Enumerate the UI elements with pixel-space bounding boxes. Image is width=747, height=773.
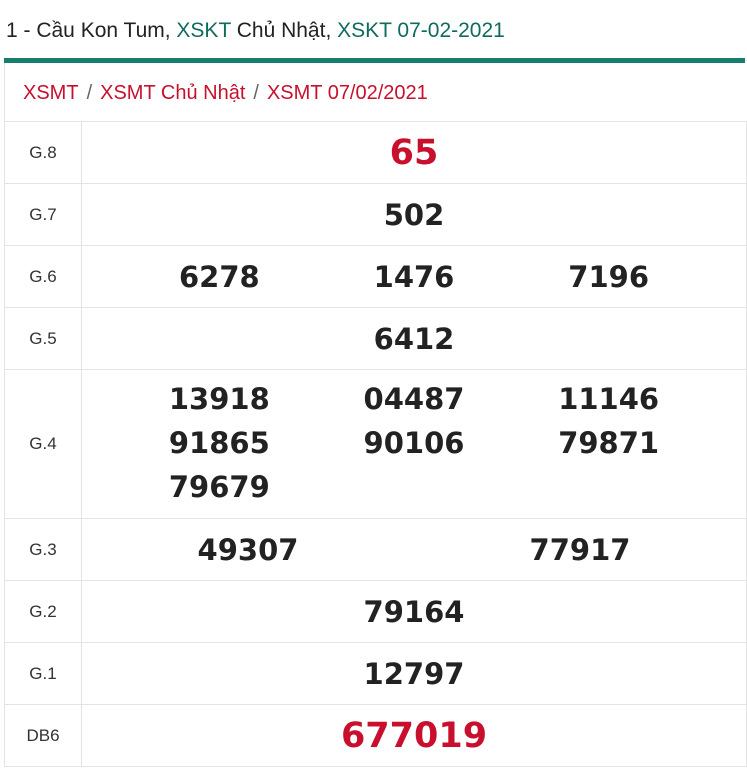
- xskt-link[interactable]: XSKT: [176, 19, 231, 42]
- prize-g7-value: 502: [383, 197, 445, 232]
- prize-label-g2: G.2: [4, 580, 82, 643]
- prize-g8-value: 65: [389, 132, 439, 173]
- breadcrumb: XSMT / XSMT Chủ Nhật / XSMT 07/02/2021: [4, 63, 747, 121]
- table-row: G.1 12797: [4, 642, 747, 705]
- prize-g4-value: 11146: [558, 382, 660, 416]
- prize-label-g3: G.3: [4, 518, 82, 581]
- prize-g4-value: 13918: [168, 382, 270, 416]
- breadcrumb-xsmt[interactable]: XSMT: [23, 82, 79, 104]
- prize-g3-value-1: 49307: [197, 532, 299, 567]
- results-table: G.8 65 G.7 502 G.6 6278 1476 7196 G.5 64…: [4, 121, 747, 767]
- prize-g6-value-1: 6278: [178, 259, 260, 294]
- table-row: G.5 6412: [4, 307, 747, 370]
- prize-g4-value: 04487: [363, 382, 465, 416]
- table-row: G.4 13918 04487 11146 91865 90106 79871 …: [4, 369, 747, 519]
- prize-g4-value: 91865: [168, 426, 270, 460]
- prize-label-g1: G.1: [4, 642, 82, 705]
- prize-label-g6: G.6: [4, 245, 82, 308]
- table-row: DB6 677019: [4, 704, 747, 767]
- breadcrumb-xsmt-sunday[interactable]: XSMT Chủ Nhật: [100, 82, 246, 104]
- prize-g6-value-2: 1476: [373, 259, 455, 294]
- title-prefix: 1 - Cầu Kon Tum,: [6, 19, 177, 42]
- prize-g4-value: 90106: [363, 426, 465, 460]
- prize-label-g7: G.7: [4, 183, 82, 246]
- prize-label-g5: G.5: [4, 307, 82, 370]
- title-middle: Chủ Nhật,: [230, 19, 338, 42]
- xskt-date-link[interactable]: XSKT 07-02-2021: [337, 19, 505, 42]
- prize-label-g8: G.8: [4, 121, 82, 184]
- breadcrumb-separator: /: [86, 82, 93, 104]
- prize-label-db: DB6: [4, 704, 82, 767]
- table-row: G.6 6278 1476 7196: [4, 245, 747, 308]
- breadcrumb-separator: /: [253, 82, 259, 104]
- prize-g2-value: 79164: [363, 594, 465, 629]
- prize-g5-value: 6412: [373, 321, 455, 356]
- page-title: 1 - Cầu Kon Tum, XSKT Chủ Nhật, XSKT 07-…: [0, 0, 747, 58]
- prize-g6-value-3: 7196: [568, 259, 650, 294]
- prize-g1-value: 12797: [363, 656, 465, 691]
- table-row: G.3 49307 77917: [4, 518, 747, 581]
- table-row: G.8 65: [4, 121, 747, 184]
- prize-g4-value: 79679: [168, 470, 270, 504]
- breadcrumb-xsmt-date[interactable]: XSMT 07/02/2021: [266, 82, 428, 104]
- table-row: G.2 79164: [4, 580, 747, 643]
- prize-g3-value-2: 77917: [529, 532, 631, 567]
- prize-db-value: 677019: [340, 715, 488, 756]
- prize-label-g4: G.4: [4, 369, 82, 519]
- prize-g4-value: 79871: [558, 426, 660, 460]
- table-row: G.7 502: [4, 183, 747, 246]
- header-divider: [4, 58, 745, 63]
